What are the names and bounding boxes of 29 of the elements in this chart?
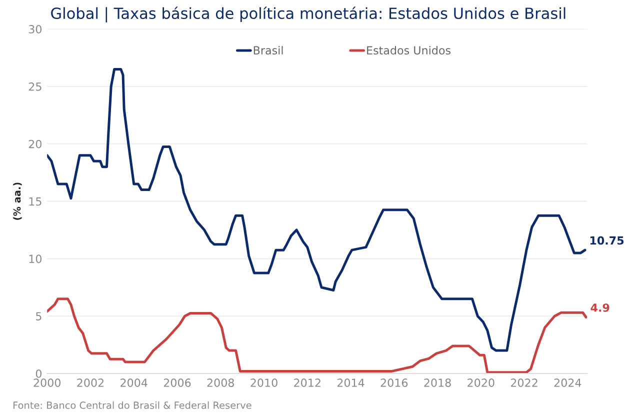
y-tick-label: 0: [36, 369, 42, 378]
source-note: Fonte: Banco Central do Brasil & Federal Reserve: [14, 401, 252, 409]
y-axis-title: (% aa.): [13, 182, 22, 220]
x-tick-label: 2008: [207, 378, 234, 387]
x-tick-label: 2004: [120, 378, 148, 387]
y-tick-label: 10: [29, 254, 42, 264]
line-series: [47, 68, 586, 352]
x-tick-label: 2018: [424, 378, 451, 387]
y-tick-label: 25: [28, 82, 42, 91]
legend-label: Brasil: [254, 46, 283, 55]
x-tick-label: 2016: [380, 378, 408, 387]
y-tick-label: 30: [28, 25, 42, 34]
chart-title: Global | Taxas básica de política monetária: Estados Unidos e Brasil: [51, 6, 566, 22]
x-tick-label: 2000: [34, 378, 60, 387]
x-tick-label: 2022: [510, 378, 538, 387]
annotation: 4.9: [590, 303, 610, 312]
x-tick-label: 2006: [164, 378, 191, 387]
line-series: [47, 298, 588, 374]
x-tick-label: 2024: [554, 378, 582, 387]
x-tick-label: 2012: [294, 378, 320, 387]
x-tick-label: 2010: [250, 378, 278, 387]
y-tick-label: 15: [29, 197, 42, 206]
legend-label: Estados Unidos: [367, 46, 450, 55]
annotation: 10.75: [590, 236, 624, 245]
x-tick-label: 2014: [337, 378, 364, 387]
x-tick-label: 2020: [468, 378, 494, 387]
x-tick-label: 2002: [77, 378, 104, 387]
y-tick-label: 20: [28, 140, 42, 148]
y-tick-label: 5: [36, 312, 42, 320]
